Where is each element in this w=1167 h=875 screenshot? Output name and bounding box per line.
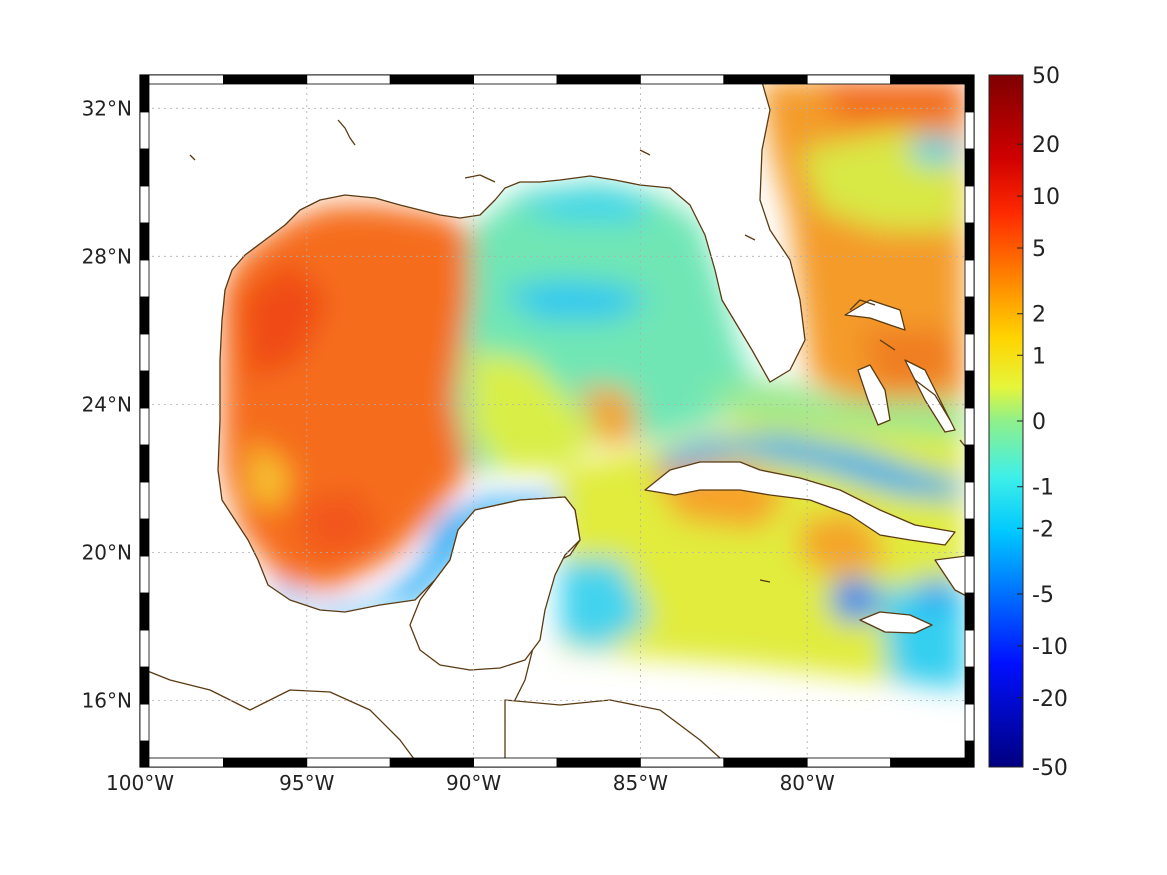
frame-right-seg-12 <box>964 518 975 557</box>
frame-left-seg-8 <box>139 370 150 409</box>
cb-label-0: 50 <box>1032 64 1060 89</box>
frame-top-seg-4 <box>473 74 558 85</box>
frame-left-seg-18 <box>139 740 150 768</box>
frame-right-seg-3 <box>964 185 975 224</box>
frame-top-seg-8 <box>806 74 892 85</box>
frame-top-seg-7 <box>723 74 808 85</box>
cb-label-11: -20 <box>1032 687 1068 712</box>
land-bahamas-andros <box>857 364 891 426</box>
frame-top-seg-5 <box>556 74 641 85</box>
frame-right-seg-13 <box>964 555 975 594</box>
frame-bottom-seg-5 <box>556 757 641 768</box>
longitude-tick-labels: 100°W 95°W 90°W 85°W 80°W <box>106 771 835 795</box>
cb-label-6: 0 <box>1032 410 1046 435</box>
frame-left-seg-10 <box>139 444 150 483</box>
cb-label-4: 2 <box>1032 303 1046 328</box>
lat-label-4: 32°N <box>82 96 132 120</box>
frame-bottom-seg-7 <box>723 757 808 768</box>
frame-right-seg-0 <box>964 74 975 113</box>
land-central-america <box>504 699 731 767</box>
frame-top-seg-9 <box>890 74 975 85</box>
frame-bottom-seg-4 <box>473 757 558 768</box>
map-frame <box>139 74 975 768</box>
latitude-tick-labels: 16°N 20°N 24°N 28°N 32°N <box>82 96 132 712</box>
frame-left-seg-17 <box>139 703 150 742</box>
lon-label-4: 80°W <box>780 771 835 795</box>
frame-top-seg-2 <box>306 74 391 85</box>
frame-bottom-seg-2 <box>306 757 391 768</box>
frame-bottom-seg-3 <box>389 757 475 768</box>
frame-right-seg-4 <box>964 222 975 261</box>
frame-right-seg-2 <box>964 148 975 187</box>
frame-right-seg-15 <box>964 629 975 668</box>
lat-label-3: 28°N <box>82 244 132 268</box>
land-bahamas-abaco <box>844 299 906 331</box>
lon-label-3: 85°W <box>613 771 668 795</box>
frame-right-seg-6 <box>964 296 975 335</box>
frame-left-seg-0 <box>139 74 150 113</box>
frame-bottom-seg-1 <box>222 757 308 768</box>
frame-bottom-seg-9 <box>890 757 975 768</box>
lon-label-1: 95°W <box>279 771 334 795</box>
land-masses <box>140 75 974 767</box>
land-bahamas-eleuthera <box>904 359 956 433</box>
land-cuba <box>644 461 956 546</box>
coastline-details <box>140 119 969 767</box>
cb-label-1: 20 <box>1032 133 1060 158</box>
frame-right-seg-17 <box>964 703 975 742</box>
cb-label-8: -2 <box>1032 517 1054 542</box>
frame-bottom-seg-6 <box>640 757 725 768</box>
lat-label-0: 16°N <box>82 688 132 712</box>
frame-bottom-seg-0 <box>139 757 224 768</box>
frame-left-seg-11 <box>139 481 150 520</box>
cb-label-5: 1 <box>1032 344 1046 369</box>
frame-right-seg-5 <box>964 259 975 298</box>
frame-left-seg-4 <box>139 222 150 261</box>
frame-left-seg-2 <box>139 148 150 187</box>
frame-bottom-seg-8 <box>806 757 892 768</box>
frame-left-seg-14 <box>139 592 150 631</box>
frame-right-seg-18 <box>964 740 975 768</box>
cb-label-3: 5 <box>1032 237 1046 262</box>
graticule <box>139 75 974 767</box>
frame-top-seg-6 <box>640 74 725 85</box>
land-yucatan <box>409 496 581 671</box>
lon-label-2: 90°W <box>446 771 501 795</box>
frame-left-seg-7 <box>139 333 150 372</box>
cb-label-10: -10 <box>1032 635 1068 660</box>
lon-label-0: 100°W <box>106 771 174 795</box>
frame-top-seg-1 <box>222 74 308 85</box>
lat-label-2: 24°N <box>82 392 132 416</box>
frame-right-seg-7 <box>964 333 975 372</box>
frame-left-seg-3 <box>139 185 150 224</box>
frame-right-seg-9 <box>964 407 975 446</box>
frame-top-seg-3 <box>389 74 475 85</box>
frame-left-seg-6 <box>139 296 150 335</box>
frame-left-seg-13 <box>139 555 150 594</box>
frame-left-seg-12 <box>139 518 150 557</box>
cb-label-9: -5 <box>1032 583 1054 608</box>
land-jamaica <box>859 611 933 634</box>
frame-left-seg-15 <box>139 629 150 668</box>
frame-right-seg-11 <box>964 481 975 520</box>
cb-label-7: -1 <box>1032 476 1054 501</box>
frame-right-seg-16 <box>964 666 975 705</box>
frame-right-seg-10 <box>964 444 975 483</box>
frame-left-seg-1 <box>139 111 150 150</box>
frame-right-seg-14 <box>964 592 975 631</box>
frame-top-seg-0 <box>139 74 224 85</box>
lat-label-1: 20°N <box>82 540 132 564</box>
frame-right-seg-8 <box>964 370 975 409</box>
frame-right-seg-1 <box>964 111 975 150</box>
cb-label-12: -50 <box>1032 756 1068 781</box>
frame-left-seg-9 <box>139 407 150 446</box>
cb-label-2: 10 <box>1032 185 1060 210</box>
frame-left-seg-16 <box>139 666 150 705</box>
frame-left-seg-5 <box>139 259 150 298</box>
land-hispaniola <box>934 554 974 601</box>
